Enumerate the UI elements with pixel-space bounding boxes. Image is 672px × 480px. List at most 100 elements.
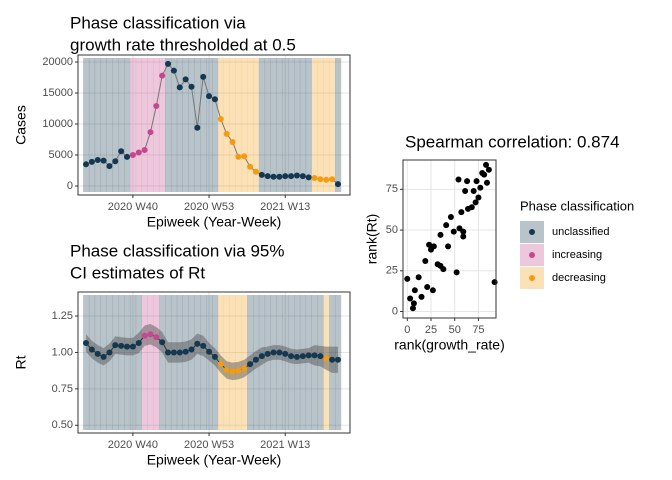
phase-band [153, 295, 160, 430]
phase-band [182, 295, 189, 430]
data-point [407, 295, 414, 302]
data-point [299, 353, 306, 360]
legend-dot [529, 229, 535, 235]
data-point [94, 350, 101, 357]
phase-band [311, 295, 318, 430]
phase-band [241, 58, 248, 192]
phase-band [229, 295, 236, 430]
data-point [141, 147, 148, 154]
phase-band [194, 295, 201, 430]
data-point [88, 346, 95, 353]
data-point [176, 349, 183, 356]
legend-label: increasing [552, 249, 602, 261]
data-point [418, 293, 425, 300]
data-point [83, 339, 89, 346]
data-point [323, 176, 330, 183]
data-point [200, 342, 207, 349]
phase-band [276, 295, 283, 430]
data-point [223, 130, 230, 137]
data-point [329, 176, 336, 183]
data-point [422, 257, 429, 264]
data-point [288, 173, 295, 180]
phase-band [135, 295, 142, 430]
data-point [88, 158, 95, 165]
data-point [426, 241, 433, 248]
data-point [170, 349, 177, 356]
phase-band [299, 58, 307, 192]
phase-band [294, 295, 301, 430]
phase-band [165, 58, 172, 192]
data-point [288, 353, 295, 360]
phase-band [211, 295, 219, 430]
data-point [334, 356, 341, 363]
x-tick-label: 0 [404, 324, 410, 336]
phase-band [270, 295, 277, 430]
chart-title: Phase classification via [70, 13, 246, 32]
phase-band [329, 58, 336, 192]
data-point [475, 194, 482, 201]
phase-band [288, 295, 295, 430]
phase-band [253, 58, 260, 192]
phase-band [112, 58, 119, 192]
phase-band [118, 58, 125, 192]
y-tick-label: 20000 [42, 56, 73, 68]
data-point [229, 368, 236, 375]
phase-band [305, 295, 312, 430]
phase-band [323, 295, 330, 430]
y-axis-title: rank(Rt) [364, 214, 380, 265]
data-point [247, 163, 254, 170]
x-tick-label: 2021 W13 [260, 201, 310, 213]
data-point [270, 173, 277, 180]
data-point [217, 361, 224, 368]
data-point [429, 287, 436, 294]
data-point [473, 178, 480, 185]
data-point [165, 349, 172, 356]
data-point [211, 96, 218, 103]
data-point [106, 349, 113, 356]
phase-band [317, 295, 324, 430]
phase-band [264, 58, 271, 192]
phase-band [129, 58, 137, 192]
y-tick-label: 50 [386, 224, 398, 236]
phase-band [100, 58, 107, 192]
y-axis-title: Cases [13, 105, 29, 145]
data-point [455, 176, 462, 183]
y-tick-label: 15000 [42, 87, 73, 99]
data-point [252, 356, 259, 363]
data-point [404, 275, 411, 282]
x-tick-label: 2020 W53 [184, 201, 234, 213]
y-tick-label: 1.00 [52, 346, 73, 358]
phase-band [94, 58, 101, 192]
phase-band [282, 58, 289, 192]
phase-band [258, 295, 266, 430]
phase-band [124, 295, 131, 430]
data-point [129, 152, 136, 159]
data-point [464, 178, 471, 185]
chart-title: growth rate thresholded at 0.5 [70, 35, 296, 54]
phase-band [141, 295, 148, 430]
x-tick-label: 2021 W13 [260, 439, 310, 451]
data-point [165, 60, 172, 67]
x-tick-label: 50 [449, 324, 461, 336]
phase-band [83, 295, 90, 430]
legend-dot [529, 252, 535, 258]
x-tick-label: 25 [425, 324, 437, 336]
phase-band [206, 295, 213, 430]
phase-band [135, 58, 142, 192]
data-point [317, 353, 324, 360]
x-axis-title: Epiweek (Year-Week) [147, 214, 282, 230]
phase-band [94, 295, 101, 430]
data-point [153, 103, 160, 110]
phase-band [276, 58, 283, 192]
data-point [100, 353, 107, 360]
phase-band [294, 58, 301, 192]
data-point [472, 199, 479, 206]
phase-band [270, 58, 277, 192]
data-point [182, 76, 189, 83]
data-point [141, 332, 148, 339]
phase-band [170, 295, 178, 430]
data-point [112, 342, 119, 349]
phase-band [165, 295, 172, 430]
data-point [460, 233, 467, 240]
phase-band [241, 295, 248, 430]
